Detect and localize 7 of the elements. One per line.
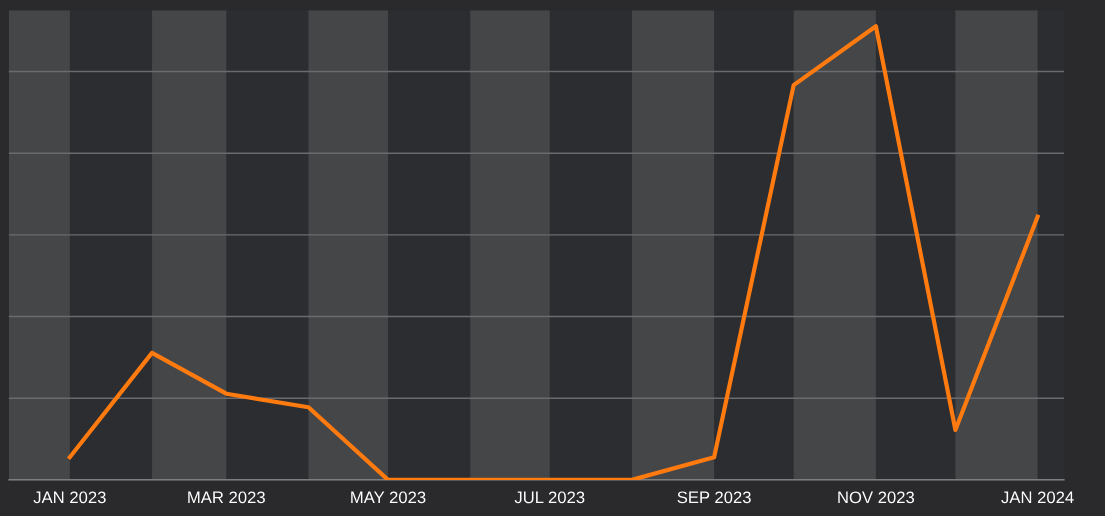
x-tick-label: MAY 2023 — [351, 491, 426, 504]
x-tick-label: MAR 2023 — [188, 491, 265, 504]
x-tick-label: JUL 2023 — [514, 491, 585, 504]
x-tick-label: SEP 2023 — [677, 491, 751, 504]
x-tick-label: NOV 2023 — [838, 491, 915, 504]
x-tick-label: JAN 2024 — [1001, 491, 1074, 504]
x-tick-label: JAN 2023 — [33, 491, 106, 504]
